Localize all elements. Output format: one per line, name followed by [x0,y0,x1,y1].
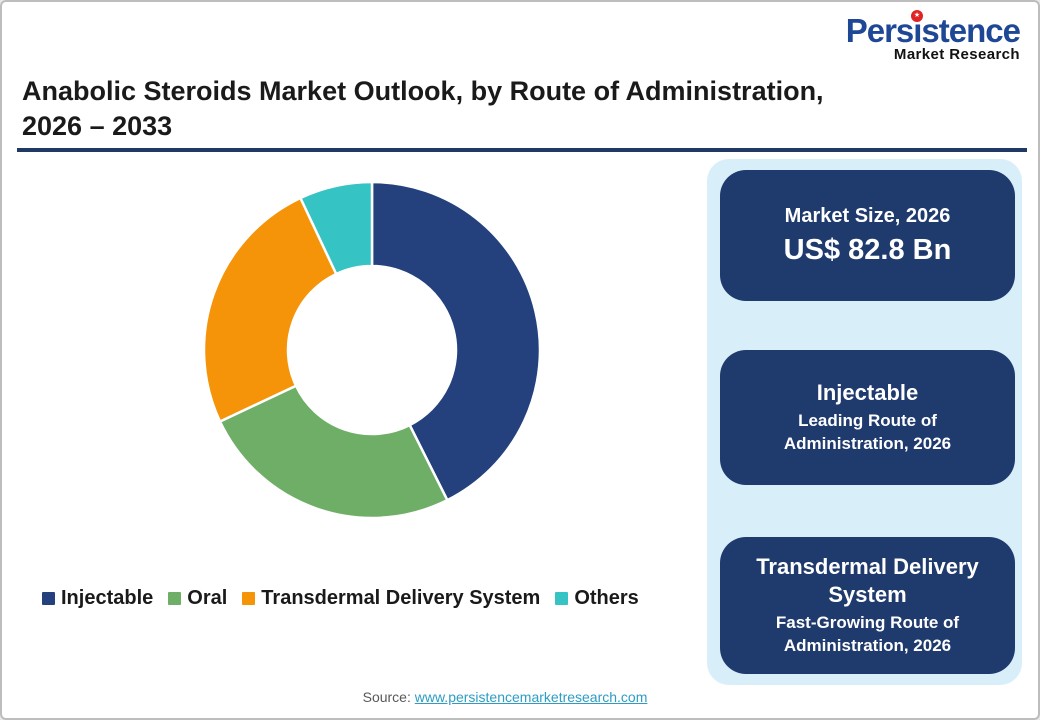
legend-label-others: Others [574,587,639,609]
page-title-line1: Anabolic Steroids Market Outlook, by Rou… [22,76,824,106]
legend-item-injectable: Injectable [42,587,153,610]
logo-subtitle-text: Market Research [893,45,1020,63]
donut-chart [202,180,542,520]
legend-item-others: Others [555,587,639,610]
legend-item-transdermal: Transdermal Delivery System [242,587,540,610]
leading-route-card: Injectable Leading Route of Administrati… [720,350,1015,485]
donut-slice-injectable [370,180,542,502]
fast-growing-route-card-title: Transdermal Delivery System [756,554,979,607]
logo-star-dot-icon: ★ [911,10,923,22]
page-title-line2: 2026 – 2033 [22,110,173,141]
market-size-card: Market Size, 2026 US$ 82.8 Bn [720,170,1015,301]
donut-slice-oral [218,384,449,520]
leading-route-card-subtitle: Leading Route of Administration, 2026 [783,411,952,454]
legend-item-oral: Oral [168,587,227,610]
source-label: Source: [362,689,411,705]
highlights-panel: Market Size, 2026 US$ 82.8 Bn Injectable… [707,159,1022,685]
donut-slice-others [299,180,374,276]
source-line: Source: www.persistencemarketresearch.co… [2,689,1008,705]
persistence-logo: Persistence ★ Market Research [845,10,1021,63]
donut-slice-transdermal-delivery-system [202,196,338,423]
fast-growing-route-card: Transdermal Delivery System Fast-Growing… [720,537,1015,674]
legend-label-injectable: Injectable [61,587,154,609]
page-title: Anabolic Steroids Market Outlook, by Rou… [22,74,1022,143]
market-size-card-value: US$ 82.8 Bn [783,233,952,266]
source-link[interactable]: www.persistencemarketresearch.com [414,689,648,705]
legend-marker-others-icon [555,592,569,605]
legend-marker-transdermal-icon [242,592,256,605]
fast-growing-route-card-subtitle: Fast-Growing Route of Administration, 20… [775,613,960,655]
legend-marker-oral-icon [168,592,182,605]
donut-chart-container [202,180,542,520]
chart-legend: Injectable Oral Transdermal Delivery Sys… [42,587,639,610]
legend-label-transdermal: Transdermal Delivery System [261,587,541,609]
legend-label-oral: Oral [187,587,228,609]
logo-brand-text: Persistence [845,12,1021,49]
leading-route-card-title: Injectable [816,379,919,405]
market-size-card-title: Market Size, 2026 [784,204,951,227]
legend-marker-injectable-icon [42,592,55,605]
title-divider [17,148,1027,152]
